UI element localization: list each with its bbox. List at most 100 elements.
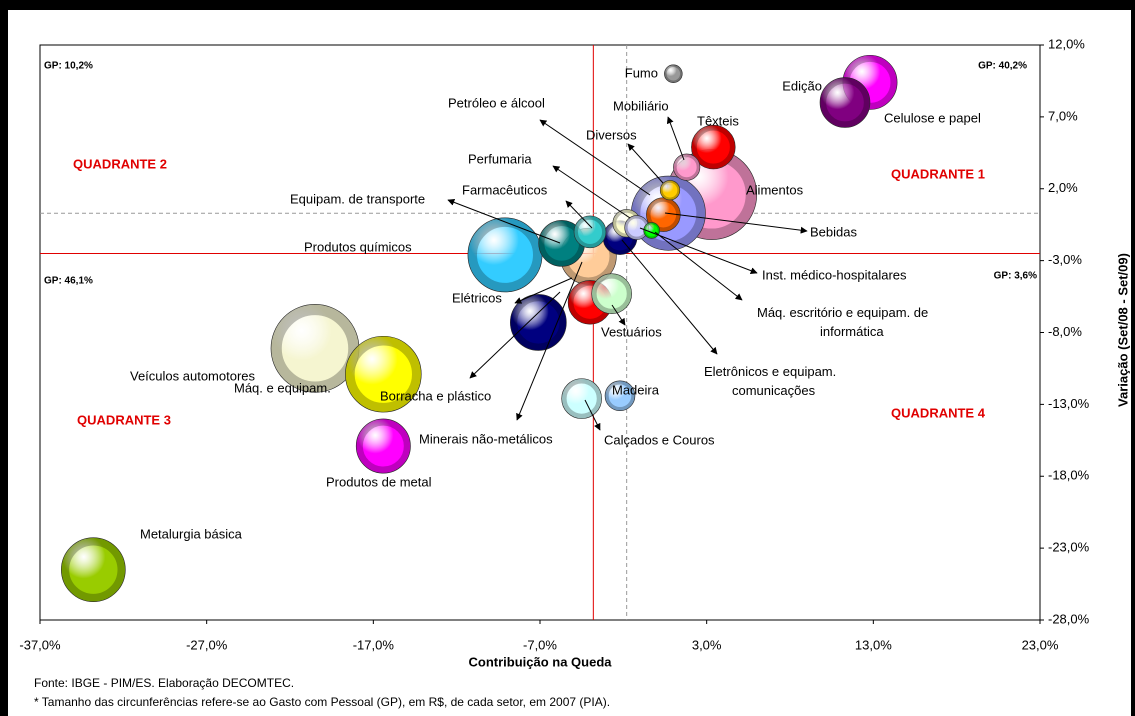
x-axis-title: Contribuição na Queda	[468, 654, 612, 669]
leader-arrow	[621, 239, 718, 355]
bubble	[61, 537, 126, 602]
y-tick-label: -13,0%	[1048, 396, 1090, 411]
y-tick-label: 12,0%	[1048, 36, 1085, 51]
bubble-shade	[61, 537, 126, 602]
x-tick-label: -17,0%	[353, 637, 395, 652]
quadrant-label: QUADRANTE 4	[891, 405, 986, 420]
bubble	[819, 77, 871, 128]
bubble-shade	[673, 153, 700, 181]
y-tick-label: -8,0%	[1048, 324, 1082, 339]
bubble-label: Têxteis	[697, 113, 739, 128]
leader-arrow	[611, 304, 626, 326]
leader-arrow	[469, 291, 561, 379]
leader-arrow	[565, 200, 593, 229]
leader-arrow	[666, 116, 685, 161]
leader-arrow	[654, 231, 743, 301]
leader-arrow	[664, 212, 808, 234]
gp-label: GP: 10,2%	[44, 61, 93, 72]
bubble	[691, 124, 736, 170]
x-tick-label: -37,0%	[19, 637, 61, 652]
bubble-shade	[561, 378, 602, 419]
bubble-label: Fumo	[625, 65, 658, 80]
bubble	[604, 380, 636, 412]
leader-arrow	[539, 119, 651, 196]
bubble-label: Minerais não-metálicos	[419, 431, 553, 446]
bubble	[561, 378, 602, 419]
bubble-label: Madeira	[612, 382, 660, 397]
frame-left	[0, 0, 8, 716]
bubble	[573, 215, 607, 249]
bubble-label: Veículos automotores	[130, 368, 256, 383]
gp-label: GP: 3,6%	[994, 271, 1037, 282]
bubble	[510, 294, 567, 351]
bubble-shade	[573, 215, 607, 248]
bubble	[673, 153, 701, 181]
bubble-shade	[510, 294, 567, 351]
bubble-label: Máq. escritório e equipam. de informática	[757, 305, 928, 339]
gp-label: GP: 46,1%	[44, 276, 93, 287]
quadrant-label: QUADRANTE 2	[73, 156, 167, 171]
bubble-label: Perfumaria	[468, 151, 532, 166]
y-tick-label: 7,0%	[1048, 108, 1078, 123]
leader-arrow	[514, 277, 573, 304]
bubble-label: Eletrônicos e equipam. comunicações	[704, 364, 836, 398]
bubble-label: Farmacêuticos	[462, 182, 548, 197]
bubble-shade	[345, 336, 422, 413]
frame-top	[0, 0, 1135, 10]
leader-arrow	[627, 143, 664, 184]
bubble-label: Borracha e plástico	[380, 388, 491, 403]
bubble-shade	[604, 380, 636, 411]
bubble-label: Vestuários	[601, 324, 662, 339]
y-tick-label: 2,0%	[1048, 180, 1078, 195]
bubble-label: Bebidas	[810, 224, 857, 239]
x-tick-label: -7,0%	[523, 637, 557, 652]
frame-right	[1131, 0, 1135, 716]
bubble	[345, 335, 422, 413]
size-note: * Tamanho das circunferências refere-se …	[34, 695, 610, 709]
bubble-label: Diversos	[586, 127, 637, 142]
bubble-label: Petróleo e álcool	[448, 95, 545, 110]
bubble-shade	[270, 304, 360, 393]
bubble-label: Elétricos	[452, 290, 502, 305]
x-tick-label: -27,0%	[186, 637, 228, 652]
bubble	[591, 273, 632, 314]
y-tick-label: -18,0%	[1048, 468, 1090, 483]
quadrant-label: QUADRANTE 1	[891, 166, 985, 181]
bubble	[659, 180, 681, 201]
gp-label: GP: 40,2%	[978, 61, 1027, 72]
bubble-label: Edição	[782, 78, 822, 93]
bubble-label: Inst. médico-hospitalares	[762, 267, 907, 282]
y-tick-label: -23,0%	[1048, 540, 1090, 555]
bubble-shade	[691, 125, 736, 170]
bubble	[664, 64, 683, 83]
y-tick-label: -28,0%	[1048, 611, 1090, 626]
bubble-label: Mobiliário	[613, 98, 669, 113]
bubble-label: Produtos químicos	[304, 239, 412, 254]
bubble-shade	[356, 418, 411, 474]
bubble-label: Produtos de metal	[326, 474, 432, 489]
y-axis-title: Variação (Set/08 - Set/09)	[1115, 253, 1130, 407]
bubble-label: Máq. e equipam.	[234, 380, 331, 395]
bubble-label: Equipam. de transporte	[290, 191, 425, 206]
x-tick-label: 23,0%	[1022, 637, 1059, 652]
source-note: Fonte: IBGE - PIM/ES. Elaboração DECOMTE…	[34, 676, 294, 690]
bubble-label: Celulose e papel	[884, 110, 981, 125]
bubble	[355, 418, 411, 474]
bubble-shade	[591, 273, 632, 314]
leader-arrow	[584, 399, 601, 431]
x-tick-label: 3,0%	[692, 637, 722, 652]
x-tick-label: 13,0%	[855, 637, 892, 652]
quadrant-label: QUADRANTE 3	[77, 412, 171, 427]
bubble-shade	[664, 64, 683, 83]
bubble-shade	[660, 180, 680, 201]
leader-arrow	[447, 198, 561, 244]
bubble-label: Alimentos	[746, 182, 804, 197]
bubble-label: Calçados e Couros	[604, 432, 715, 447]
bubble-shade	[643, 222, 660, 239]
bubble-label: Metalurgia básica	[140, 526, 243, 541]
leader-arrow	[552, 165, 631, 219]
leader-arrow	[516, 261, 583, 421]
bubble-shade	[819, 77, 871, 128]
y-tick-label: -3,0%	[1048, 252, 1082, 267]
